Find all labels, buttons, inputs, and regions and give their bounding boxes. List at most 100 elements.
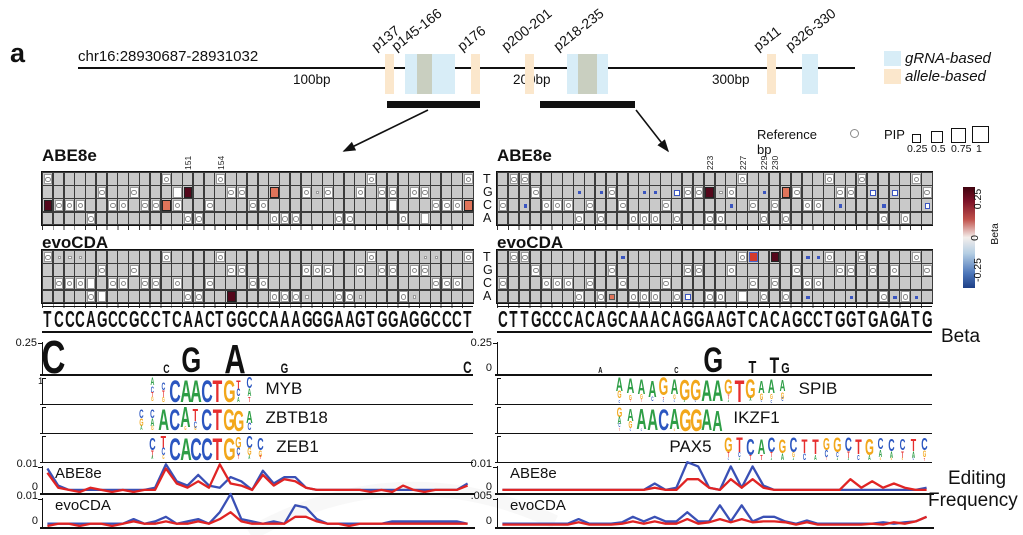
heatmap-cell — [768, 185, 781, 199]
heatmap-cell — [910, 276, 922, 291]
motif-label-MYB: MYB — [265, 379, 303, 398]
logo-column: A — [701, 376, 715, 406]
heatmap-cell — [671, 198, 683, 213]
heatmap-cell — [736, 276, 748, 291]
heatmap-cell — [419, 211, 431, 226]
logo-letter-T: T — [734, 372, 745, 409]
sequence-letter: A — [398, 306, 409, 332]
heatmap-cell — [551, 198, 563, 213]
logo-letter-T: T — [923, 456, 925, 462]
heatmap-cell — [117, 250, 129, 264]
heatmap-cell — [627, 198, 639, 213]
heatmap-cell — [311, 211, 323, 226]
heatmap-cell — [649, 211, 661, 226]
heatmap-cell — [429, 289, 442, 304]
heatmap-cell — [106, 263, 119, 277]
heatmap-cell — [279, 172, 291, 186]
beta-letter-T: T — [769, 353, 780, 378]
heatmap-cell — [268, 263, 280, 277]
sequence-letter: T — [366, 306, 375, 332]
sequence-letter: G — [312, 306, 323, 332]
reference-bp-circle — [422, 267, 428, 274]
heatmap-cell — [386, 198, 399, 213]
motif-row-line — [495, 433, 932, 435]
heatmap-cell — [397, 263, 409, 277]
heatmap-cell — [354, 185, 366, 199]
sequence-letter: A — [574, 306, 584, 332]
sequence-letter: A — [280, 306, 290, 332]
heatmap-cell — [311, 198, 323, 213]
heatmap-cell — [128, 172, 140, 186]
heatmap-cell — [95, 172, 108, 186]
heatmap-cell — [182, 263, 194, 277]
heatmap-cell — [801, 198, 813, 213]
heatmap-cell — [289, 198, 302, 213]
small-blue-dot — [762, 191, 767, 195]
logo-letter-C: C — [835, 452, 839, 460]
logo-letter-C: C — [760, 399, 762, 404]
heatmap-title-evocda-1: evoCDA — [497, 233, 564, 252]
heatmap-cell — [518, 172, 531, 186]
heatmap-cell — [562, 172, 574, 186]
logo-letter-C: C — [149, 433, 156, 454]
logo-letter-C: C — [781, 397, 784, 404]
beta-letter-C: C — [463, 359, 472, 377]
logo-letter-C: C — [168, 372, 181, 409]
logo-letter-T: T — [727, 393, 730, 401]
logo-letter-T: T — [162, 389, 165, 400]
freq-axis-tick — [38, 467, 42, 469]
heatmap-cell — [888, 211, 900, 226]
reference-bp-circle — [630, 216, 637, 222]
logo-letter-T: T — [212, 430, 223, 467]
sequence-letter: C — [813, 306, 824, 332]
heatmap-cell — [343, 172, 356, 186]
motif-axis — [42, 378, 44, 404]
beta-xtick-1: 1 — [38, 376, 44, 387]
heatmap-cell — [594, 198, 607, 213]
logo-column: A — [180, 374, 193, 406]
logo-column: G — [234, 407, 247, 435]
row-label-T-1: T — [483, 249, 491, 264]
logo-letter-G: G — [235, 434, 242, 452]
logo-letter-A: A — [878, 449, 883, 461]
heatmap-cell — [289, 263, 302, 277]
heatmap-cell — [736, 289, 748, 304]
heatmap-cell — [311, 263, 323, 277]
reference-bp-circle — [924, 189, 931, 196]
heatmap-cell — [638, 198, 650, 213]
logo-letter-A: A — [616, 373, 624, 396]
heatmap-cell — [397, 276, 409, 291]
tiny-box — [434, 255, 438, 260]
heatmap-cell — [289, 250, 302, 264]
reference-bp-circle — [88, 294, 94, 300]
heatmap-cell — [85, 276, 97, 291]
logo-letter-A: A — [627, 405, 634, 426]
reference-bp-label: Reference bp — [757, 127, 817, 157]
logo-letter-G: G — [679, 373, 691, 406]
heatmap-cell — [692, 172, 705, 186]
heatmap-cell — [225, 263, 237, 277]
heatmap-cell — [429, 263, 442, 277]
heatmap-cell — [671, 172, 683, 186]
logo-letter-C: C — [857, 454, 861, 462]
heatmap-cell — [257, 263, 269, 277]
heatmap-cell — [660, 276, 672, 291]
scale-label-300bp: 300bp — [712, 72, 750, 87]
heatmap-cell — [725, 211, 737, 226]
logo-letter-C: C — [161, 380, 166, 393]
heatmap-cell — [692, 211, 705, 226]
heatmap-cell — [540, 250, 552, 264]
heatmap-cell — [855, 211, 868, 226]
heatmap-cell — [812, 263, 824, 277]
freq-axis-tick — [493, 467, 497, 469]
sequence-letter: G — [791, 306, 803, 332]
heatmap-cell — [451, 250, 463, 264]
heatmap-cell — [440, 185, 453, 199]
